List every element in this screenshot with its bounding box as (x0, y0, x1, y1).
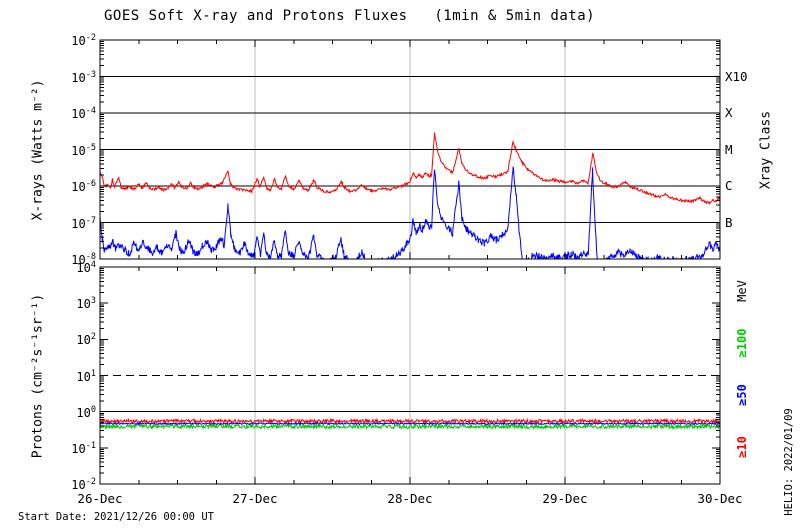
series-xray-short-blue- (100, 166, 720, 259)
y-tick-label: 10-2 (71, 33, 96, 48)
xray-class-label: X (725, 105, 733, 120)
x-tick-label: 30-Dec (697, 491, 743, 506)
y-tick-label: 10-7 (71, 215, 96, 231)
helio-watermark: HELIO: 2022/01/09 (783, 408, 795, 516)
y-tick-label: 10-4 (71, 106, 96, 121)
proton-y-axis-label: Protons (cm⁻²s⁻¹sr⁻¹) (30, 293, 46, 459)
proton-panel (99, 266, 721, 485)
y-tick-label: 10-8 (71, 252, 96, 267)
xray-class-label: B (725, 214, 733, 230)
xray-class-label: X10 (725, 68, 748, 84)
x-tick-label: 27-Dec (232, 491, 278, 506)
y-tick-label: 103 (76, 296, 96, 312)
xray-y-axis-label: X-rays (Watts m⁻²) (30, 79, 46, 221)
x-tick-label: 28-Dec (387, 491, 433, 506)
y-tick-label: 10-1 (71, 440, 96, 456)
start-date-caption: Start Date: 2021/12/26 00:00 UT (18, 511, 214, 523)
series-protons-50-mev-blue- (100, 421, 720, 426)
y-tick-label: 10-6 (71, 179, 96, 194)
x-tick-label: 29-Dec (542, 491, 588, 506)
xray-class-label: M (725, 141, 733, 157)
proton-series-group (100, 417, 720, 431)
proton-threshold-label: ≥50 (735, 384, 749, 406)
xray-class-label: C (725, 178, 733, 193)
proton-threshold-label: ≥100 (735, 328, 749, 358)
y-tick-label: 10-5 (71, 142, 96, 158)
y-tick-label: 10-3 (71, 69, 96, 85)
y-tick-label: 104 (76, 260, 96, 275)
mev-axis-title: MeV (735, 280, 749, 302)
y-tick-label: 102 (76, 332, 96, 348)
y-tick-label: 10-2 (71, 477, 96, 492)
series-protons-10-mev-red- (100, 417, 720, 425)
xray-panel (99, 39, 721, 260)
xray-class-axis-title: Xray Class (758, 110, 774, 190)
chart-title: GOES Soft X-ray and Protons Fluxes (1min… (104, 8, 596, 24)
series-xray-long-red- (100, 132, 720, 206)
x-tick-label: 26-Dec (77, 491, 123, 506)
y-tick-label: 100 (76, 404, 96, 420)
series-protons-100-mev-green- (100, 422, 720, 431)
proton-threshold-label: ≥10 (735, 436, 749, 458)
xray-series-group (100, 132, 720, 259)
y-tick-label: 101 (76, 368, 96, 384)
